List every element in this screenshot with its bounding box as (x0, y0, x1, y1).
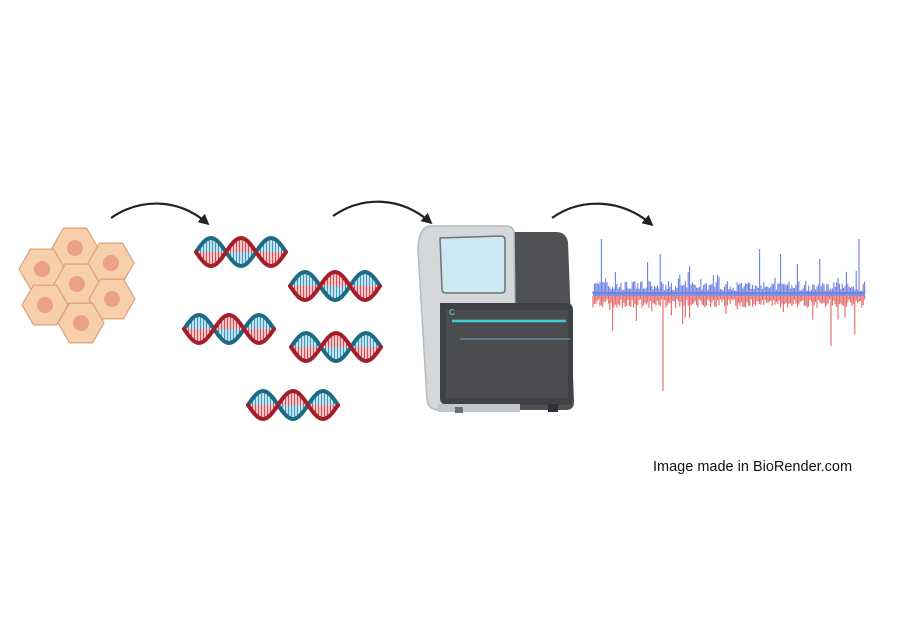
dna-strand-icon (182, 312, 276, 346)
cell (88, 278, 136, 320)
dna-strand-icon (288, 269, 382, 303)
dna-strand-icon (246, 388, 340, 422)
biorender-credit: Image made in BioRender.com (653, 459, 853, 475)
flow-arrow-icon (110, 202, 210, 226)
coverage-track-icon (592, 239, 866, 391)
cell (51, 227, 99, 269)
cell (18, 248, 66, 290)
sequencer-machine-icon: C (417, 225, 574, 413)
svg-text:C: C (449, 308, 455, 317)
dna-strand-icon (289, 330, 383, 364)
flow-arrow-icon (551, 202, 654, 227)
dna-strand-icon (194, 235, 288, 269)
cell-cluster-icon (18, 227, 136, 344)
flow-arrow-icon (332, 200, 433, 225)
cell (57, 302, 105, 344)
cell (21, 284, 69, 326)
